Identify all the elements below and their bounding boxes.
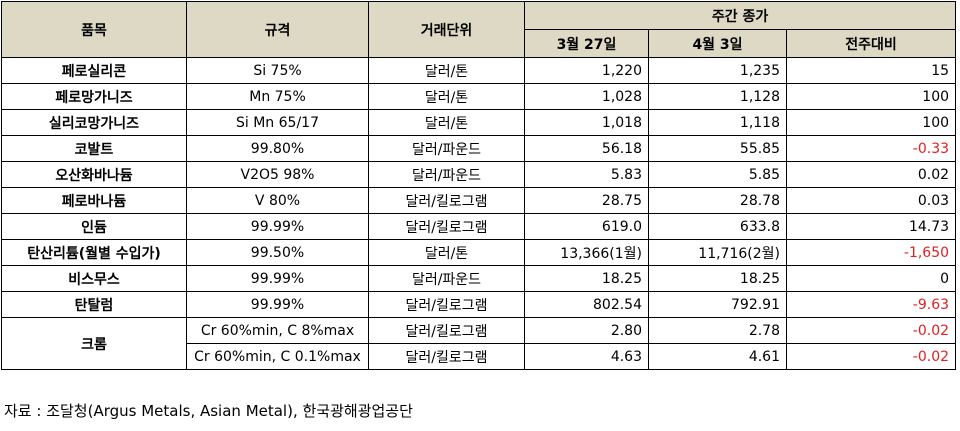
data-cell: 100: [785, 83, 957, 110]
data-cell: 792.91: [648, 291, 787, 318]
data-cell: 달러/톤: [368, 83, 525, 110]
data-cell: 15: [785, 57, 957, 84]
data-cell: 99.99%: [186, 291, 369, 318]
data-cell: 0.03: [785, 187, 957, 214]
data-cell: 1,220: [524, 57, 649, 84]
data-cell: Si Mn 65/17: [186, 109, 369, 136]
header-cell: 4월 3일: [648, 29, 787, 58]
table-body: 페로실리콘 Si 75% 달러/톤 1,220 1,235 15 페로망가니즈 Mn 75% 달…: [1, 57, 957, 370]
table-row: Cr 60%min, C 0.1%max 달러/킬로그램 4.63 4.61 -0.02: [2, 343, 957, 370]
table-row: 비스무스 99.99% 달러/파운드 18.25 18.25 0: [1, 265, 957, 292]
price-table: 품목 규격 거래단위 주간 종가 3월 27일 4월 3일 전주대비 페로실리콘…: [1, 1, 957, 370]
item-cell: 크롬: [1, 317, 187, 370]
data-cell: 달러/킬로그램: [368, 213, 525, 240]
item-cell: 비스무스: [1, 265, 187, 292]
data-cell: V2O5 98%: [186, 161, 369, 188]
data-cell: 1,128: [648, 83, 787, 110]
data-cell: -0.02: [785, 343, 957, 370]
item-cell: 오산화바나듐: [1, 161, 187, 188]
data-cell: 4.61: [648, 343, 787, 370]
data-cell: 0.02: [785, 161, 957, 188]
header-cell: 3월 27일: [524, 29, 649, 58]
data-cell: 달러/킬로그램: [368, 343, 525, 370]
data-cell: 달러/파운드: [368, 161, 525, 188]
item-cell: 페로망가니즈: [1, 83, 187, 110]
data-cell: 633.8: [648, 213, 787, 240]
data-cell: 달러/킬로그램: [368, 291, 525, 318]
item-cell: 코발트: [1, 135, 187, 162]
item-cell: 페로바나듐: [1, 187, 187, 214]
item-cell: 탄탈럼: [1, 291, 187, 318]
data-cell: Cr 60%min, C 0.1%max: [186, 343, 369, 370]
table-row: 탄탈럼 99.99% 달러/킬로그램 802.54 792.91 -9.63: [1, 291, 957, 318]
item-cell: 인듐: [1, 213, 187, 240]
data-cell: 100: [785, 109, 957, 136]
data-cell: 2.80: [524, 317, 649, 344]
table-row: 인듐 99.99% 달러/킬로그램 619.0 633.8 14.73: [1, 213, 957, 240]
data-cell: 2.78: [648, 317, 787, 344]
data-cell: 1,018: [524, 109, 649, 136]
table-row: 페로실리콘 Si 75% 달러/톤 1,220 1,235 15: [1, 57, 957, 84]
data-cell: V 80%: [186, 187, 369, 214]
data-cell: 55.85: [648, 135, 787, 162]
data-cell: 99.99%: [186, 213, 369, 240]
data-cell: 28.75: [524, 187, 649, 214]
data-cell: 달러/톤: [368, 239, 525, 266]
data-cell: 달러/킬로그램: [368, 317, 525, 344]
data-cell: Mn 75%: [186, 83, 369, 110]
table-row: 탄산리튬(월별 수입가) 99.50% 달러/톤 13,366(1월) 11,716(2…: [1, 239, 957, 266]
data-cell: 28.78: [648, 187, 787, 214]
data-cell: 99.50%: [186, 239, 369, 266]
data-cell: Si 75%: [186, 57, 369, 84]
data-cell: 달러/파운드: [368, 265, 525, 292]
data-cell: 1,235: [648, 57, 787, 84]
data-cell: -0.02: [785, 317, 957, 344]
data-cell: 달러/톤: [368, 109, 525, 136]
data-cell: -1,650: [785, 239, 957, 266]
header-cell: 주간 종가: [523, 1, 957, 30]
data-cell: 14.73: [785, 213, 957, 240]
header-cell: 규격: [186, 1, 369, 58]
data-cell: Cr 60%min, C 8%max: [186, 317, 369, 344]
data-cell: 99.80%: [186, 135, 369, 162]
data-cell: 99.99%: [186, 265, 369, 292]
item-cell: 실리코망가니즈: [1, 109, 187, 136]
data-cell: 18.25: [648, 265, 787, 292]
data-cell: 1,028: [524, 83, 649, 110]
header-cell: 거래단위: [368, 1, 525, 58]
data-cell: 4.63: [524, 343, 649, 370]
data-cell: 18.25: [524, 265, 649, 292]
table-row: 페로바나듐 V 80% 달러/킬로그램 28.75 28.78 0.03: [1, 187, 957, 214]
data-cell: 달러/킬로그램: [368, 187, 525, 214]
table-row: 코발트 99.80% 달러/파운드 56.18 55.85 -0.33: [1, 135, 957, 162]
data-cell: 달러/톤: [368, 57, 525, 84]
table-row: 페로망가니즈 Mn 75% 달러/톤 1,028 1,128 100: [1, 83, 957, 110]
data-cell: 619.0: [524, 213, 649, 240]
data-cell: 1,118: [648, 109, 787, 136]
source-note: 자료 : 조달청(Argus Metals, Asian Metal), 한국광…: [4, 402, 413, 420]
data-cell: 56.18: [524, 135, 649, 162]
data-cell: 802.54: [524, 291, 649, 318]
table-row: 크롬 Cr 60%min, C 8%max 달러/킬로그램 2.80 2.78 -0.02: [1, 317, 957, 370]
data-cell: 11,716(2월): [648, 239, 787, 266]
data-cell: -0.33: [785, 135, 957, 162]
header-cell: 전주대비: [785, 29, 957, 58]
item-cell: 페로실리콘: [1, 57, 187, 84]
data-cell: -9.63: [785, 291, 957, 318]
header-cell: 품목: [1, 1, 187, 58]
item-cell: 탄산리튬(월별 수입가): [1, 239, 187, 266]
data-cell: 5.85: [648, 161, 787, 188]
data-cell: 0: [785, 265, 957, 292]
data-cell: 달러/파운드: [368, 135, 525, 162]
table-row: 오산화바나듐 V2O5 98% 달러/파운드 5.83 5.85 0.02: [1, 161, 957, 188]
data-cell: 13,366(1월): [524, 239, 649, 266]
data-cell: 5.83: [524, 161, 649, 188]
table-row: 실리코망가니즈 Si Mn 65/17 달러/톤 1,018 1,118 100: [1, 109, 957, 136]
